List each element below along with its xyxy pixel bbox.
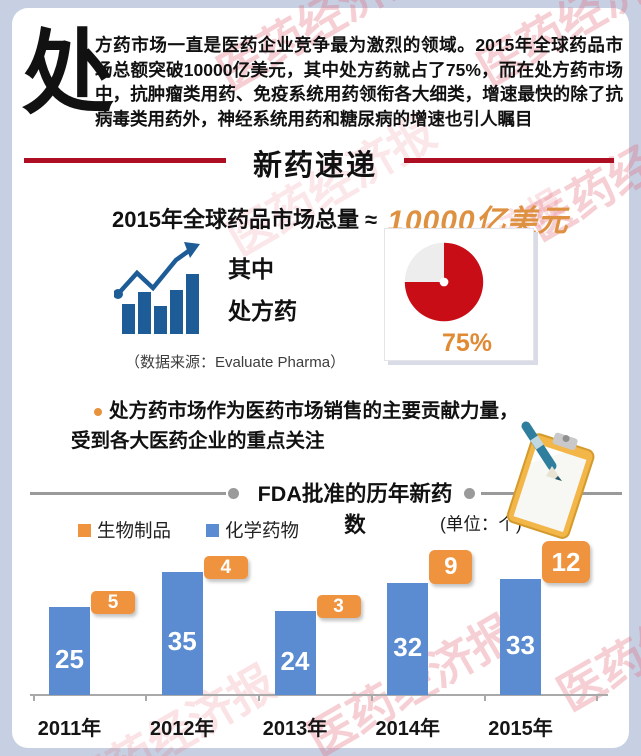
- pie-percentage-label: 75%: [441, 329, 493, 357]
- legend-swatch-chem: [206, 524, 219, 537]
- bio-badge-2012年: 4: [203, 556, 248, 579]
- subset-label-2: 处方药: [228, 298, 297, 324]
- axis-tick: [483, 694, 486, 701]
- legend-label-bio: 生物制品: [97, 520, 172, 541]
- chem-bar-2013年: 24: [274, 611, 316, 695]
- chem-bar-2012年: 35: [161, 572, 203, 695]
- intro-paragraph: 方药市场一直是医药企业竞争最为激烈的领域。2015年全球药品市场总额突破1000…: [95, 35, 623, 129]
- trend-chart-icon: [114, 242, 200, 334]
- fda-divider-left-line: [30, 492, 226, 495]
- year-label-2014年: 2014年: [375, 718, 441, 740]
- clipboard-pen-icon: [506, 421, 595, 539]
- section-divider-left-line: [24, 158, 226, 163]
- bullet-dot: [94, 407, 102, 416]
- year-label-2012年: 2012年: [150, 718, 215, 740]
- bio-badge-2013年: 3: [316, 595, 361, 618]
- legend-label-chem: 化学药物: [225, 520, 300, 541]
- data-source-note: （数据来源：Evaluate Pharma）: [125, 354, 346, 371]
- insight-text-1: 处方药市场作为医药市场销售的主要贡献力量，: [109, 400, 519, 422]
- pie-card: 75%: [384, 228, 534, 361]
- x-axis-line: [30, 694, 608, 696]
- section-divider-right-line: [404, 158, 614, 163]
- bio-badge-2015年: 12: [542, 541, 590, 583]
- fda-divider-left-dot: [228, 488, 239, 499]
- axis-tick: [258, 694, 260, 701]
- section-title: 新药速递: [252, 150, 377, 182]
- bio-badge-2011年: 5: [91, 591, 135, 614]
- fda-chart-title: FDA批准的历年新药数: [257, 482, 453, 537]
- chem-bar-2014年: 32: [387, 583, 429, 695]
- axis-tick: [32, 694, 35, 701]
- subset-label-1: 其中: [228, 256, 274, 282]
- year-label-2013年: 2013年: [262, 718, 328, 740]
- insight-line-2: 受到各大医药企业的重点关注: [71, 430, 325, 452]
- year-label-2011年: 2011年: [37, 718, 102, 740]
- pie-chart: [404, 242, 484, 322]
- intro-drop-cap: 处: [22, 23, 115, 125]
- fda-divider-right-dot: [464, 488, 475, 499]
- chem-bar-2011年: 25: [49, 607, 90, 695]
- insight-line-1: 处方药市场作为医药市场销售的主要贡献力量，: [94, 394, 519, 423]
- unit-label: (单位：个): [440, 514, 522, 534]
- market-total-label: 2015年全球药品市场总量 ≈: [112, 207, 378, 232]
- axis-tick: [596, 694, 599, 701]
- axis-tick: [145, 694, 148, 701]
- year-label-2015年: 2015年: [488, 718, 553, 740]
- bio-badge-2014年: 9: [429, 550, 473, 584]
- legend-swatch-bio: [78, 524, 91, 537]
- chem-bar-2015年: 33: [500, 579, 541, 695]
- axis-tick: [370, 694, 373, 701]
